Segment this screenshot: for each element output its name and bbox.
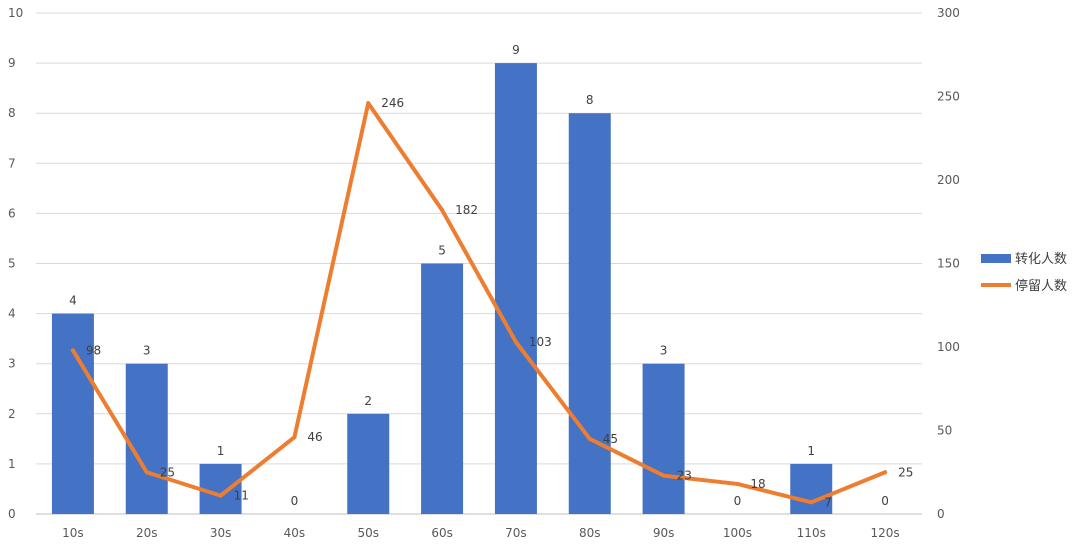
x-tick-label: 10s xyxy=(62,526,84,540)
bar-data-label: 0 xyxy=(291,494,299,508)
bar-data-label: 3 xyxy=(143,344,151,358)
legend-bar-swatch xyxy=(981,254,1011,263)
bar xyxy=(568,113,611,514)
bar xyxy=(790,463,833,514)
line-point xyxy=(513,339,518,344)
legend: 转化人数 停留人数 xyxy=(981,252,1067,294)
bar-data-label: 0 xyxy=(881,494,889,508)
x-tick-label: 70s xyxy=(505,526,527,540)
line-data-label: 45 xyxy=(603,432,618,446)
right-tick-label: 0 xyxy=(937,507,945,521)
left-axis-ticks: 0 1 2 3 4 5 6 7 8 9 10 xyxy=(8,6,23,521)
bar-data-label: 5 xyxy=(438,244,446,258)
line-data-label: 18 xyxy=(750,477,765,491)
left-tick-label: 5 xyxy=(8,257,16,271)
line-data-label: 103 xyxy=(529,335,552,349)
right-tick-label: 200 xyxy=(937,173,960,187)
right-tick-label: 300 xyxy=(937,6,960,20)
left-tick-label: 10 xyxy=(8,6,23,20)
left-tick-label: 2 xyxy=(8,407,16,421)
line-path xyxy=(70,101,888,505)
line-data-label: 246 xyxy=(381,96,404,110)
left-tick-label: 9 xyxy=(8,56,16,70)
line-point xyxy=(218,493,223,498)
left-tick-label: 0 xyxy=(8,507,16,521)
bar-data-label: 1 xyxy=(807,444,815,458)
x-tick-label: 100s xyxy=(723,526,752,540)
right-tick-label: 250 xyxy=(937,90,960,104)
right-axis-ticks: 0 50 100 150 200 250 300 xyxy=(937,6,960,521)
x-axis-ticks: 10s 20s 30s 40s 50s 60s 70s 80s 90s 100s 110s 120s xyxy=(62,526,900,540)
left-tick-label: 1 xyxy=(8,457,16,471)
bar xyxy=(421,263,464,514)
right-tick-label: 150 xyxy=(937,257,960,271)
bar-data-label: 0 xyxy=(734,494,742,508)
x-tick-label: 90s xyxy=(653,526,675,540)
x-tick-label: 50s xyxy=(357,526,379,540)
line-point xyxy=(366,101,371,106)
line-data-label: 98 xyxy=(86,343,101,357)
bar-data-label: 2 xyxy=(364,394,372,408)
line-data-label: 46 xyxy=(307,430,322,444)
legend-line-label: 停留人数 xyxy=(1015,278,1067,294)
bar-data-label: 3 xyxy=(660,344,668,358)
x-tick-label: 120s xyxy=(871,526,900,540)
x-tick-label: 110s xyxy=(797,526,826,540)
bar-series xyxy=(51,63,833,514)
left-tick-label: 3 xyxy=(8,357,16,371)
bar xyxy=(347,413,390,514)
line-data-label: 23 xyxy=(677,469,692,483)
line-point xyxy=(587,436,592,441)
right-tick-label: 50 xyxy=(937,424,952,438)
bar-data-label: 1 xyxy=(217,444,225,458)
x-tick-label: 80s xyxy=(579,526,601,540)
line-data-label: 182 xyxy=(455,203,478,217)
x-tick-label: 30s xyxy=(210,526,232,540)
left-tick-label: 8 xyxy=(8,106,16,120)
line-point xyxy=(440,208,445,213)
bar xyxy=(51,313,94,514)
legend-bar-label: 转化人数 xyxy=(1015,252,1067,267)
bar-data-label: 8 xyxy=(586,93,594,107)
x-tick-label: 20s xyxy=(136,526,158,540)
line-point xyxy=(661,473,666,478)
line-point xyxy=(144,470,149,475)
x-tick-label: 40s xyxy=(284,526,306,540)
line-point xyxy=(809,500,814,505)
left-tick-label: 6 xyxy=(8,206,16,220)
line-data-label: 7 xyxy=(824,495,832,509)
line-point xyxy=(883,470,888,475)
bar-data-label: 9 xyxy=(512,43,520,57)
bar-data-label: 4 xyxy=(69,294,77,308)
bar xyxy=(642,363,685,514)
x-tick-label: 60s xyxy=(431,526,453,540)
bar xyxy=(494,63,537,514)
gridlines xyxy=(36,12,922,515)
left-tick-label: 4 xyxy=(8,307,16,321)
bar xyxy=(125,363,168,514)
right-tick-label: 100 xyxy=(937,340,960,354)
line-data-label: 25 xyxy=(160,465,175,479)
line-data-label: 25 xyxy=(898,465,913,479)
line-series xyxy=(70,101,888,505)
line-point xyxy=(735,481,740,486)
line-point xyxy=(70,348,75,353)
line-data-label: 11 xyxy=(234,489,249,503)
bar xyxy=(199,463,242,514)
left-tick-label: 7 xyxy=(8,156,16,170)
line-point xyxy=(292,435,297,440)
